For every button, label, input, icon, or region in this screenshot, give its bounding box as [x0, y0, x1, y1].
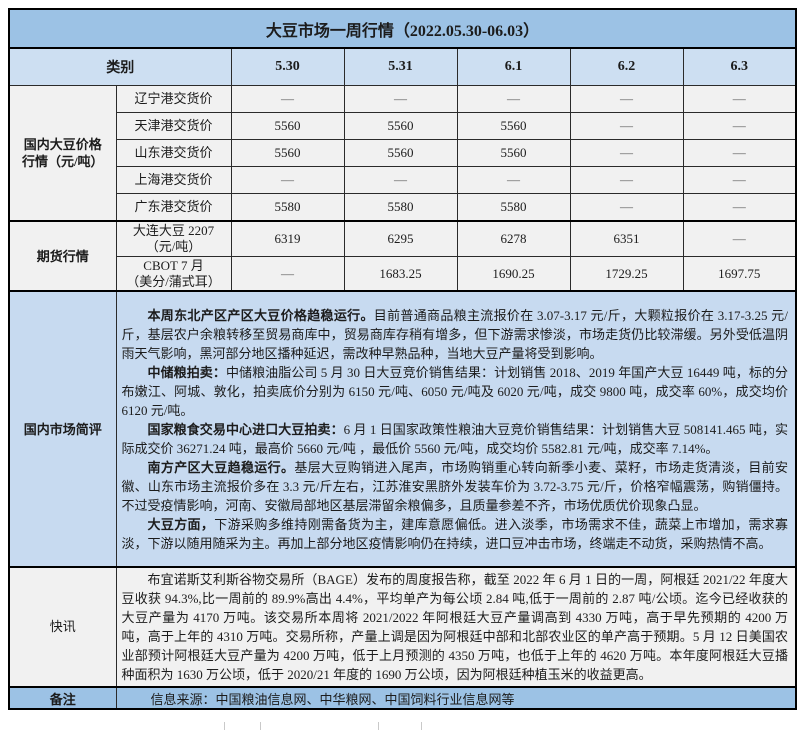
dalian-label-line2: （元/吨）	[145, 239, 202, 254]
cbot-label-line2: （美分/蒲式耳）	[126, 273, 221, 289]
table-row: 山东港交货价 5560 5560 5560 — —	[9, 139, 797, 167]
futures-cell: —	[682, 220, 797, 257]
price-cell: 5580	[456, 193, 571, 222]
commentary-paragraph: 大豆方面，下游采购多维持刚需备货为主，建库意愿偏低。进入淡季，市场需求不佳，蔬菜…	[121, 516, 789, 551]
futures-cell: 6295	[343, 220, 458, 257]
row-label-shanghai: 上海港交货价	[115, 166, 232, 194]
price-cell: 5560	[343, 139, 458, 167]
price-cell: 5560	[343, 112, 458, 140]
futures-cell: 1697.75	[682, 256, 797, 292]
table-row: 期货行情 大连大豆 2207 （元/吨） 6319 6295 6278 6351…	[8, 220, 797, 292]
row-label-liaoning: 辽宁港交货价	[115, 85, 232, 113]
news-section-label: 快讯	[8, 566, 117, 688]
column-header-date-5: 6.3	[682, 47, 797, 86]
cbot-label-line1: CBOT 7 月	[143, 257, 204, 273]
futures-cell: —	[230, 256, 345, 292]
gridline-remnant	[224, 722, 225, 730]
page-title: 大豆市场一周行情（2022.05.30-06.03）	[8, 8, 797, 49]
note-row: 备注 信息来源：中国粮油信息网、中华粮网、中国饲料行业信息网等	[8, 686, 797, 710]
price-cell: —	[230, 166, 345, 194]
price-cell: —	[682, 85, 797, 113]
row-label-cbot: CBOT 7 月 （美分/蒲式耳）	[115, 256, 232, 292]
note-section-label: 备注	[8, 686, 117, 710]
price-cell: 5580	[230, 193, 345, 222]
column-header-date-1: 5.30	[230, 47, 345, 86]
commentary-row: 国内市场简评 本周东北产区产区大豆价格趋稳运行。目前普通商品粮主流报价在 3.0…	[8, 290, 797, 568]
column-header-date-3: 6.1	[456, 47, 571, 86]
price-cell: —	[569, 112, 684, 140]
price-section-label: 国内大豆价格 行情（元/吨）	[8, 85, 117, 222]
price-cell: —	[682, 139, 797, 167]
futures-cell: 1690.25	[456, 256, 571, 292]
news-text: 布宜诺斯艾利斯谷物交易所（BAGE）发布的周度报告称，截至 2022 年 6 月…	[115, 566, 797, 688]
price-section-label-line1: 国内大豆价格	[23, 137, 102, 152]
row-label-dalian-soybean: 大连大豆 2207 （元/吨）	[115, 220, 232, 257]
futures-cell: 1729.25	[569, 256, 684, 292]
row-label-guangdong: 广东港交货价	[115, 193, 232, 222]
price-cell: —	[343, 166, 458, 194]
gridline-remnant	[378, 722, 379, 730]
price-cell: —	[682, 166, 797, 194]
price-cell: —	[682, 193, 797, 222]
gridline-remnant	[260, 722, 261, 730]
price-cell: 5560	[230, 112, 345, 140]
price-cell: 5560	[230, 139, 345, 167]
futures-cell: 6351	[569, 220, 684, 257]
price-section-label-line2: 行情（元/吨）	[21, 154, 104, 169]
gridline-remnant	[421, 722, 422, 730]
table-row: CBOT 7 月 （美分/蒲式耳） — 1683.25 1690.25 1729…	[9, 256, 797, 292]
row-label-tianjin: 天津港交货价	[115, 112, 232, 140]
price-cell: —	[569, 193, 684, 222]
commentary-section-label: 国内市场简评	[8, 290, 117, 568]
table-row: 天津港交货价 5560 5560 5560 — —	[9, 112, 797, 140]
price-cell: —	[230, 85, 345, 113]
table-row: 上海港交货价 — — — — —	[9, 166, 797, 194]
price-cell: —	[682, 112, 797, 140]
news-row: 快讯 布宜诺斯艾利斯谷物交易所（BAGE）发布的周度报告称，截至 2022 年 …	[8, 566, 797, 688]
commentary-paragraph: 本周东北产区产区大豆价格趋稳运行。目前普通商品粮主流报价在 3.07-3.17 …	[121, 307, 789, 361]
price-cell: —	[569, 166, 684, 194]
commentary-paragraph: 国家粮食交易中心进口大豆拍卖：6 月 1 日国家政策性粮油大豆竞价销售结果：计划…	[121, 421, 789, 456]
price-cell: —	[456, 85, 571, 113]
column-header-category: 类别	[8, 47, 232, 86]
price-cell: —	[569, 139, 684, 167]
futures-section-label: 期货行情	[8, 220, 117, 292]
commentary-text: 本周东北产区产区大豆价格趋稳运行。目前普通商品粮主流报价在 3.07-3.17 …	[115, 290, 797, 568]
news-paragraph: 布宜诺斯艾利斯谷物交易所（BAGE）发布的周度报告称，截至 2022 年 6 月…	[121, 572, 789, 682]
price-cell: —	[343, 85, 458, 113]
commentary-paragraph: 中储粮拍卖：中储粮油脂公司 5 月 30 日大豆竞价销售结果：计划销售 2018…	[121, 364, 789, 418]
title-row: 大豆市场一周行情（2022.05.30-06.03）	[8, 8, 797, 49]
table-row: 广东港交货价 5580 5580 5580 — —	[9, 193, 797, 222]
table-row: 国内大豆价格 行情（元/吨） 辽宁港交货价 — — — — —	[8, 85, 797, 222]
dalian-label-line1: 大连大豆 2207	[132, 223, 215, 238]
column-header-date-4: 6.2	[569, 47, 684, 86]
price-cell: 5580	[343, 193, 458, 222]
row-label-shandong: 山东港交货价	[115, 139, 232, 167]
price-cell: 5560	[456, 139, 571, 167]
note-text: 信息来源：中国粮油信息网、中华粮网、中国饲料行业信息网等	[115, 686, 797, 710]
price-cell: —	[569, 85, 684, 113]
futures-cell: 6319	[230, 220, 345, 257]
soybean-weekly-table: 大豆市场一周行情（2022.05.30-06.03） 类别 5.30 5.31 …	[8, 8, 798, 710]
futures-cell: 6278	[456, 220, 571, 257]
price-cell: —	[456, 166, 571, 194]
header-row: 类别 5.30 5.31 6.1 6.2 6.3	[8, 47, 797, 86]
futures-cell: 1683.25	[343, 256, 458, 292]
price-cell: 5560	[456, 112, 571, 140]
column-header-date-2: 5.31	[343, 47, 458, 86]
commentary-paragraph: 南方产区大豆趋稳运行。基层大豆购销进入尾声，市场购销重心转向新季小麦、菜籽，市场…	[121, 459, 789, 513]
